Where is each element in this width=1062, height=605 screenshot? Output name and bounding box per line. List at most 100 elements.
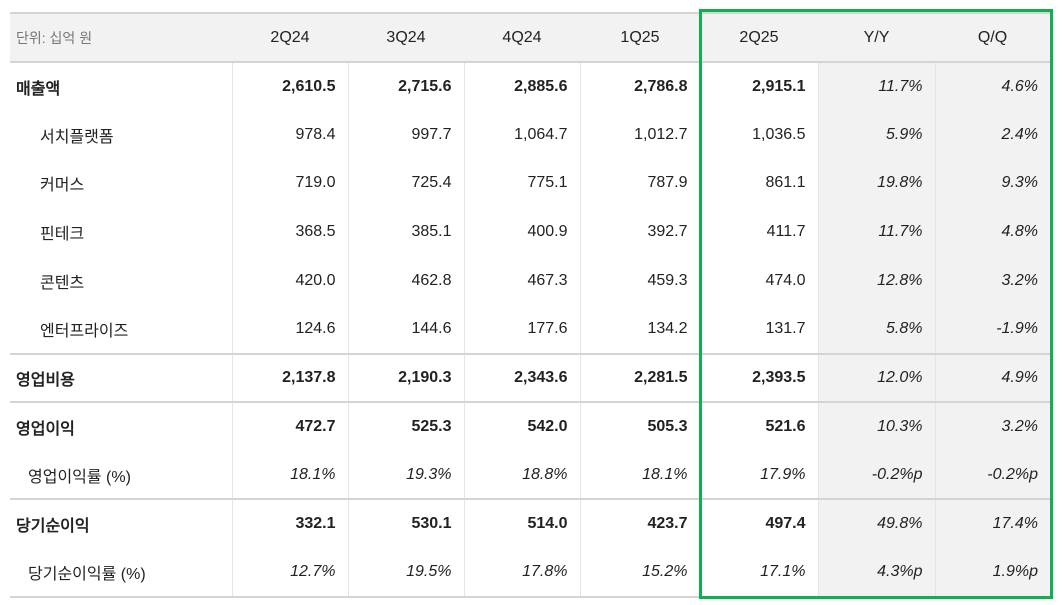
table-cell: 775.1 xyxy=(463,159,580,208)
table-cell: 472.7 xyxy=(231,401,348,451)
row-label: 엔터프라이즈 xyxy=(40,322,129,340)
table-cell: 17.4% xyxy=(934,498,1050,548)
table-cell: 2,885.6 xyxy=(463,62,580,111)
table-cell: 11.7% xyxy=(817,62,935,111)
row-label: 핀테크 xyxy=(40,226,85,244)
row-label: 콘텐츠 xyxy=(40,274,85,292)
row-label: 당기순이익 xyxy=(10,498,232,548)
table-cell: 514.0 xyxy=(463,498,580,548)
table-cell: 17.8% xyxy=(463,547,580,598)
table-cell: 4.3%p xyxy=(817,547,935,598)
table-cell: 11.7% xyxy=(817,207,935,257)
table-cell: 1.9%p xyxy=(934,547,1050,598)
table-cell: 423.7 xyxy=(579,498,700,548)
table-cell: 144.6 xyxy=(347,304,464,354)
table-cell: 997.7 xyxy=(347,110,464,160)
row-label: 영업이익률 (%) xyxy=(28,468,131,486)
table-cell: 411.7 xyxy=(699,207,818,257)
table-cell: 530.1 xyxy=(347,498,464,548)
table-row: 커머스 719.0 725.4 775.1 787.9 861.1 19.8% 9.3% xyxy=(10,159,1050,208)
table-cell: 521.6 xyxy=(699,401,818,451)
table-cell: -0.2%p xyxy=(817,450,935,500)
table-cell: 2,915.1 xyxy=(699,62,818,111)
table-cell: 134.2 xyxy=(579,304,700,354)
table-row: 핀테크 368.5 385.1 400.9 392.7 411.7 11.7% 4.8% xyxy=(10,207,1050,257)
table-row: 서치플랫폼 978.4 997.7 1,064.7 1,012.7 1,036.5 5.9%… xyxy=(10,110,1050,160)
header-row: 단위: 십억 원 2Q24 3Q24 4Q24 1Q25 2Q25 Y/Y Q/Q xyxy=(10,12,1050,63)
table-cell: 2,137.8 xyxy=(231,352,348,403)
table-cell: 462.8 xyxy=(347,256,464,305)
column-header: 4Q24 xyxy=(464,12,580,63)
table-cell: 861.1 xyxy=(699,159,818,208)
table-cell: 18.1% xyxy=(579,450,700,500)
table-cell: 12.8% xyxy=(817,256,935,305)
table-cell: 3.2% xyxy=(934,401,1050,451)
table-cell: 2,610.5 xyxy=(231,62,348,111)
row-label: 커머스 xyxy=(40,177,85,195)
financial-summary-table: 단위: 십억 원 2Q24 3Q24 4Q24 1Q25 2Q25 Y/Y Q/Q 매출액 2… xyxy=(10,12,1050,598)
column-header: 1Q25 xyxy=(580,12,700,63)
table-row: 당기순이익률 (%) 12.7% 19.5% 17.8% 15.2% 17.1% 4.3%p… xyxy=(10,547,1050,598)
table-cell: 4.6% xyxy=(934,62,1050,111)
table-cell: 459.3 xyxy=(579,256,700,305)
column-header: 2Q25 xyxy=(700,12,818,63)
table-cell: 15.2% xyxy=(579,547,700,598)
table-cell: 5.8% xyxy=(817,304,935,354)
table-cell: -1.9% xyxy=(934,304,1050,354)
table-cell: -0.2%p xyxy=(934,450,1050,500)
row-label: 영업이익 xyxy=(10,401,232,451)
column-header: 3Q24 xyxy=(348,12,464,63)
table-cell: 1,036.5 xyxy=(699,110,818,160)
table-cell: 12.0% xyxy=(817,352,935,403)
table-cell: 505.3 xyxy=(579,401,700,451)
unit-label: 단위: 십억 원 xyxy=(10,12,232,63)
table-cell: 19.8% xyxy=(817,159,935,208)
table-cell: 392.7 xyxy=(579,207,700,257)
column-header: Q/Q xyxy=(935,12,1050,63)
table-cell: 525.3 xyxy=(347,401,464,451)
table-row: 영업비용 2,137.8 2,190.3 2,343.6 2,281.5 2,393.5 1… xyxy=(10,352,1050,403)
table-cell: 474.0 xyxy=(699,256,818,305)
table-cell: 2,343.6 xyxy=(463,352,580,403)
table-cell: 5.9% xyxy=(817,110,935,160)
table-cell: 719.0 xyxy=(231,159,348,208)
table-cell: 420.0 xyxy=(231,256,348,305)
table-row: 영업이익 472.7 525.3 542.0 505.3 521.6 10.3% 3.2% xyxy=(10,401,1050,451)
table-cell: 3.2% xyxy=(934,256,1050,305)
table-cell: 400.9 xyxy=(463,207,580,257)
row-label: 영업비용 xyxy=(10,352,232,403)
table-cell: 368.5 xyxy=(231,207,348,257)
table-cell: 49.8% xyxy=(817,498,935,548)
table-row: 영업이익률 (%) 18.1% 19.3% 18.8% 18.1% 17.9% -0.2%p… xyxy=(10,450,1050,500)
table-cell: 2.4% xyxy=(934,110,1050,160)
table-cell: 497.4 xyxy=(699,498,818,548)
table-cell: 385.1 xyxy=(347,207,464,257)
table-cell: 2,715.6 xyxy=(347,62,464,111)
table-row: 당기순이익 332.1 530.1 514.0 423.7 497.4 49.8% 17.4% xyxy=(10,498,1050,548)
table-cell: 1,064.7 xyxy=(463,110,580,160)
table-cell: 9.3% xyxy=(934,159,1050,208)
table-cell: 19.5% xyxy=(347,547,464,598)
table-cell: 4.8% xyxy=(934,207,1050,257)
table-cell: 978.4 xyxy=(231,110,348,160)
table-row: 엔터프라이즈 124.6 144.6 177.6 134.2 131.7 5.8% -1.9% xyxy=(10,304,1050,354)
table-cell: 332.1 xyxy=(231,498,348,548)
table-cell: 18.8% xyxy=(463,450,580,500)
table-cell: 12.7% xyxy=(231,547,348,598)
table-cell: 787.9 xyxy=(579,159,700,208)
column-header: Y/Y xyxy=(818,12,935,63)
table-cell: 2,786.8 xyxy=(579,62,700,111)
table-cell: 124.6 xyxy=(231,304,348,354)
table-cell: 19.3% xyxy=(347,450,464,500)
table-cell: 18.1% xyxy=(231,450,348,500)
table-cell: 177.6 xyxy=(463,304,580,354)
column-header: 2Q24 xyxy=(232,12,348,63)
table-cell: 2,281.5 xyxy=(579,352,700,403)
table-cell: 467.3 xyxy=(463,256,580,305)
row-label: 서치플랫폼 xyxy=(40,128,114,146)
table-row: 콘텐츠 420.0 462.8 467.3 459.3 474.0 12.8% 3.2% xyxy=(10,256,1050,305)
table-cell: 10.3% xyxy=(817,401,935,451)
table-cell: 542.0 xyxy=(463,401,580,451)
table-cell: 131.7 xyxy=(699,304,818,354)
table-cell: 725.4 xyxy=(347,159,464,208)
